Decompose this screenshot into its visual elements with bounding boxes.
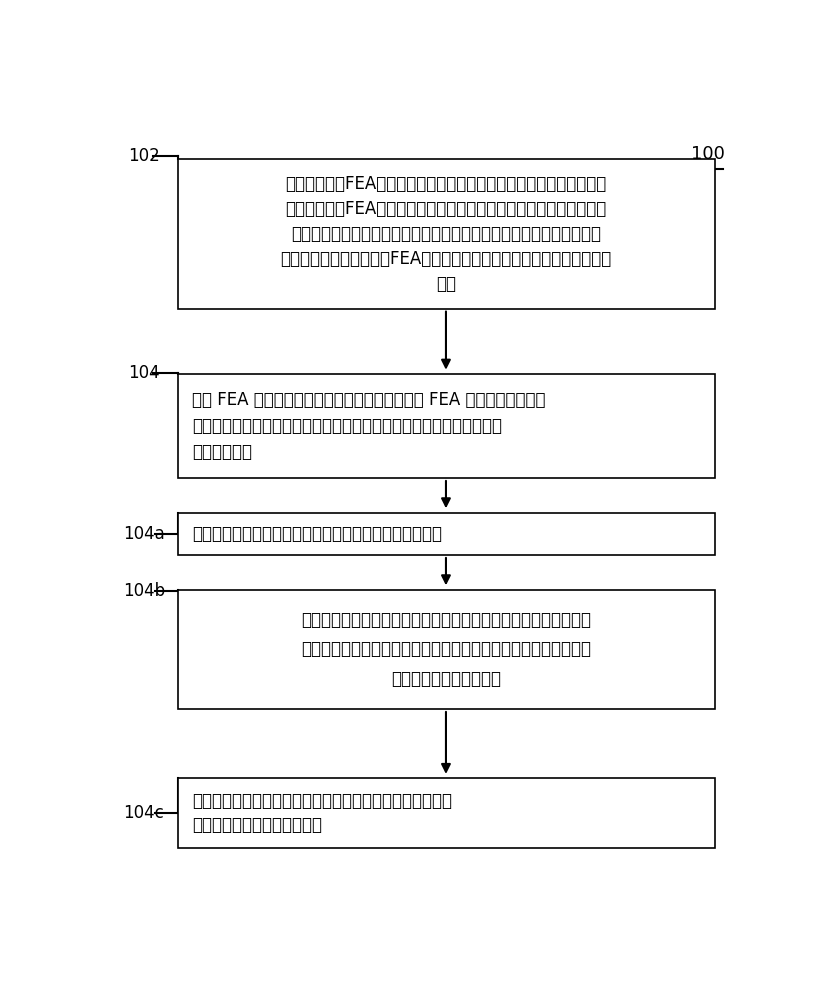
Text: 在其上安装有FEA应用模块的计算机系统中，接收表示至少部分由金属: 在其上安装有FEA应用模块的计算机系统中，接收表示至少部分由金属 [286,175,607,193]
Text: 确定金属缩颈失效，当主要应变值大于所计算的等价的失效: 确定金属缩颈失效，当主要应变值大于所计算的等价的失效 [192,792,452,810]
Text: 度内的应变值的轮廓），FEA模型包含表示结构的金属部分的至少多个有: 度内的应变值的轮廓），FEA模型包含表示结构的金属部分的至少多个有 [281,250,612,268]
Text: 100: 100 [691,145,725,163]
Text: 执行以下操作: 执行以下操作 [192,443,251,461]
Text: 104a: 104a [123,525,165,543]
Bar [178,374,715,478]
Bar [178,778,715,848]
Text: 104: 104 [128,364,160,382]
Text: 采用基于该组金属失效标准中的对应临界和断裂应变值、颈部的特: 采用基于该组金属失效标准中的对应临界和断裂应变值、颈部的特 [301,611,591,629]
Text: 征、以及有限元的对应特征尺寸的公式，计算主要应变方向上的等: 征、以及有限元的对应特征尺寸的公式，计算主要应变方向上的等 [301,640,591,658]
Text: 价的金属缩颈失效应变值: 价的金属缩颈失效应变值 [391,670,501,688]
Text: 限元: 限元 [437,275,457,293]
Bar [178,590,715,709]
Text: 从计算的应变值识别主要和次要的应变值以及对应的方向: 从计算的应变值识别主要和次要的应变值以及对应的方向 [192,525,442,543]
Text: 应变值时，发生金属缩颈失效: 应变值时，发生金属缩颈失效 [192,816,322,834]
Bar [178,513,715,555]
Text: 104b: 104b [123,582,165,600]
Text: 制成的结构的FEA模型、一组金属缩颈失效标准（在负荷路径图中的各: 制成的结构的FEA模型、一组金属缩颈失效标准（在负荷路径图中的各 [286,200,607,218]
Bar [178,158,715,309]
Text: 进模拟，获得结构特性，在每个求解周期，在每个有限元的每个积分点: 进模拟，获得结构特性，在每个求解周期，在每个有限元的每个积分点 [192,417,502,435]
Text: 104c: 104c [123,804,164,822]
Text: 临界应变和断裂应变值）、以及颈部的特征（颈部的宽度以及颈部的宽: 临界应变和断裂应变值）、以及颈部的特征（颈部的宽度以及颈部的宽 [291,225,601,243]
Text: 102: 102 [128,147,160,165]
Text: 采用 FEA 应用模块、通过在多个求解周期内使用 FEA 模型来执行时间推: 采用 FEA 应用模块、通过在多个求解周期内使用 FEA 模型来执行时间推 [192,391,545,409]
